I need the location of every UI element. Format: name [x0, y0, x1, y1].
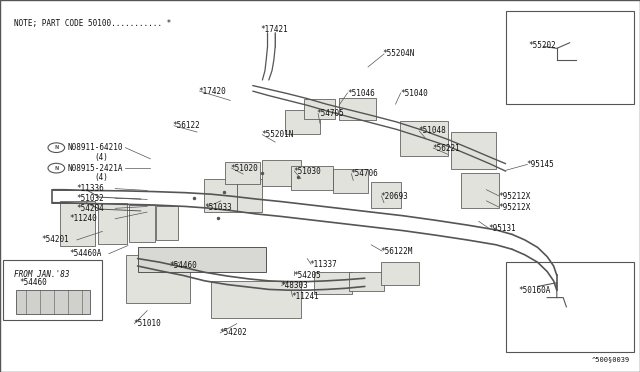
- Bar: [204, 179, 237, 212]
- Text: *95212X: *95212X: [498, 192, 531, 201]
- Text: *51032: *51032: [77, 194, 104, 203]
- Bar: [285, 110, 320, 134]
- Text: *54706: *54706: [350, 169, 378, 178]
- Bar: [98, 203, 127, 244]
- Text: *51010: *51010: [133, 319, 161, 328]
- Bar: [333, 169, 368, 193]
- Text: *48303: *48303: [280, 281, 308, 290]
- Text: *55201N: *55201N: [261, 130, 294, 139]
- Bar: [291, 166, 333, 190]
- Bar: [60, 201, 95, 246]
- Bar: [304, 99, 335, 119]
- Bar: [156, 206, 178, 240]
- Bar: [451, 132, 496, 169]
- Bar: [339, 98, 376, 120]
- Text: *55204N: *55204N: [383, 49, 415, 58]
- Bar: [126, 255, 190, 303]
- Text: *54460: *54460: [170, 262, 197, 270]
- Text: *51046: *51046: [348, 89, 375, 97]
- Text: *95145: *95145: [526, 160, 554, 169]
- Text: *56221: *56221: [432, 144, 460, 153]
- Bar: [506, 262, 634, 352]
- Text: N08911-64210: N08911-64210: [67, 143, 123, 152]
- Text: N08915-2421A: N08915-2421A: [67, 164, 123, 173]
- Text: *55202: *55202: [529, 41, 556, 50]
- Text: *51030: *51030: [293, 167, 321, 176]
- Bar: [371, 182, 401, 208]
- Bar: [400, 121, 448, 156]
- Text: *11241: *11241: [291, 292, 319, 301]
- Bar: [138, 247, 266, 272]
- Bar: [129, 205, 155, 242]
- Text: *11337: *11337: [310, 260, 337, 269]
- Text: *54201: *54201: [42, 235, 69, 244]
- Text: *54705: *54705: [317, 109, 344, 118]
- Text: N: N: [54, 145, 58, 150]
- Bar: [16, 290, 90, 314]
- Bar: [262, 160, 301, 186]
- Bar: [225, 162, 260, 184]
- Bar: [314, 272, 352, 294]
- Text: *51033: *51033: [205, 203, 232, 212]
- Text: N: N: [54, 166, 58, 171]
- Text: (4): (4): [95, 173, 109, 182]
- Text: *95131: *95131: [488, 224, 516, 233]
- Bar: [211, 281, 301, 318]
- Text: *51040: *51040: [401, 89, 428, 97]
- Text: *56122: *56122: [173, 121, 200, 130]
- Text: *54202: *54202: [219, 328, 246, 337]
- Text: *17421: *17421: [260, 25, 288, 34]
- Bar: [381, 262, 419, 285]
- Text: *51048: *51048: [418, 126, 445, 135]
- Text: *54460A: *54460A: [69, 249, 102, 258]
- Text: *51020: *51020: [230, 164, 258, 173]
- Text: ^500§0039: ^500§0039: [592, 357, 630, 363]
- Bar: [3, 260, 102, 320]
- Text: *56122M: *56122M: [381, 247, 413, 256]
- Text: *54204: *54204: [77, 204, 104, 213]
- Text: *17420: *17420: [198, 87, 226, 96]
- Text: NOTE; PART CODE 50100........... *: NOTE; PART CODE 50100........... *: [14, 19, 172, 28]
- Bar: [461, 173, 499, 208]
- Bar: [237, 179, 262, 212]
- Text: FROM JAN.'83: FROM JAN.'83: [14, 270, 70, 279]
- Text: *54460: *54460: [19, 278, 47, 287]
- Text: (4): (4): [95, 153, 109, 162]
- Text: *50160A: *50160A: [518, 286, 551, 295]
- Text: *11240: *11240: [69, 214, 97, 223]
- Bar: [506, 11, 634, 104]
- Text: *11336: *11336: [77, 184, 104, 193]
- Text: *95212X: *95212X: [498, 203, 531, 212]
- Text: *20693: *20693: [380, 192, 408, 201]
- Text: *54205: *54205: [293, 271, 321, 280]
- Bar: [349, 272, 384, 291]
